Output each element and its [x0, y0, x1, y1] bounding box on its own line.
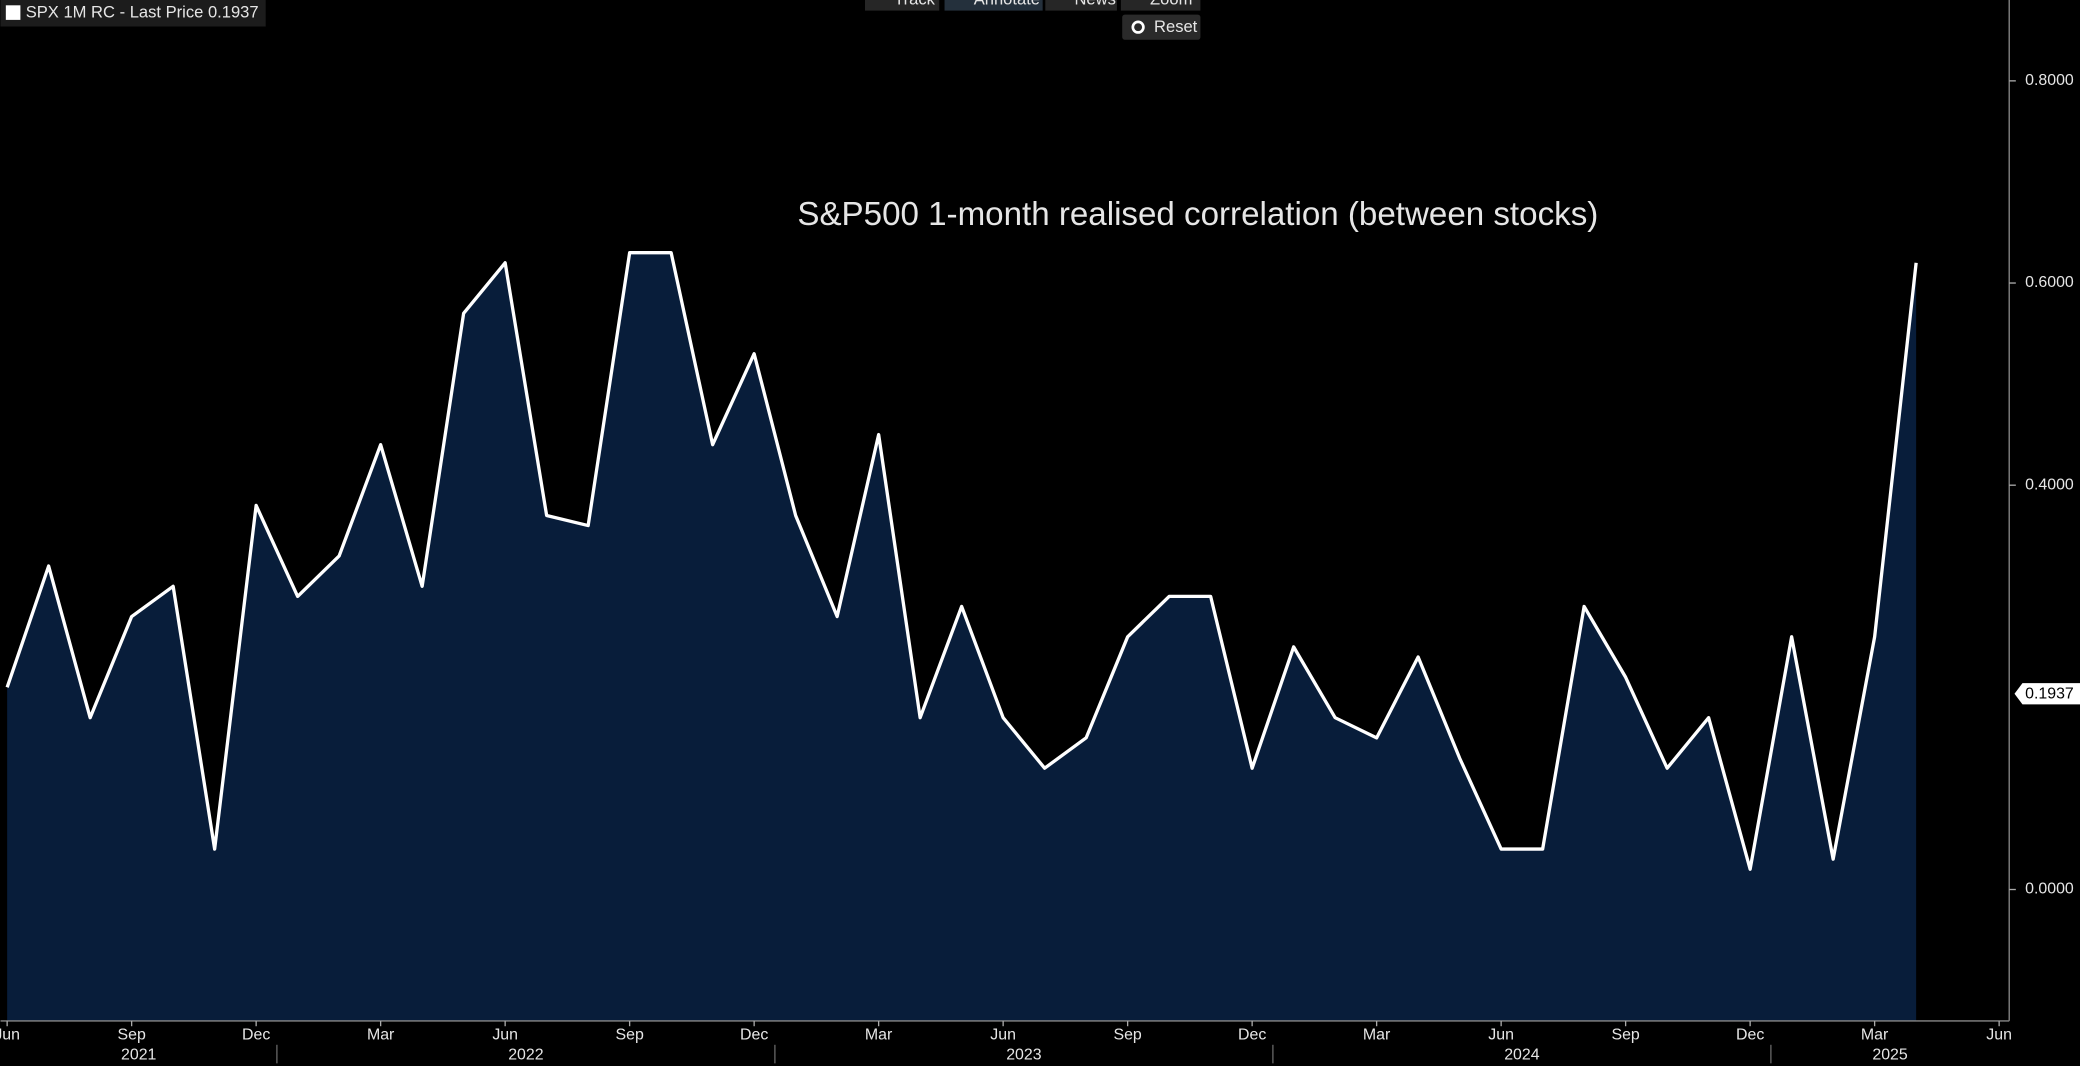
x-tick-label: Jun	[0, 1027, 20, 1044]
x-tick-label: Jun	[1488, 1027, 1514, 1044]
toolbar-label[interactable]: News	[1074, 0, 1115, 8]
x-tick-label: Dec	[1238, 1027, 1266, 1044]
legend-box	[0, 0, 266, 27]
reset-label[interactable]: Reset	[1154, 17, 1198, 36]
toolbar-label[interactable]: Zoom	[1150, 0, 1192, 8]
x-tick-label: Mar	[367, 1027, 395, 1044]
x-tick-label: Sep	[1113, 1027, 1141, 1044]
last-price-label: 0.1937	[2025, 686, 2074, 703]
x-tick-label: Sep	[615, 1027, 643, 1044]
toolbar-button[interactable]	[1045, 0, 1117, 11]
year-label: 2022	[508, 1047, 544, 1064]
toolbar-label[interactable]: Annotate	[974, 0, 1040, 8]
toolbar-button[interactable]	[864, 0, 940, 11]
y-tick-label: 0.0000	[2025, 881, 2074, 898]
x-tick-label: Mar	[865, 1027, 893, 1044]
x-tick-label: Jun	[492, 1027, 518, 1044]
x-tick-label: Mar	[1363, 1027, 1391, 1044]
year-label: 2024	[1504, 1047, 1540, 1064]
legend-swatch	[5, 5, 21, 20]
x-tick-label: Jun	[1986, 1027, 2012, 1044]
toolbar-label[interactable]: Track	[894, 0, 936, 8]
reset-button[interactable]	[1122, 14, 1201, 40]
x-tick-label: Dec	[740, 1027, 768, 1044]
year-label: 2023	[1006, 1047, 1042, 1064]
toolbar-button[interactable]	[944, 0, 1043, 11]
reset-icon	[1131, 20, 1145, 34]
y-tick-label: 0.6000	[2025, 274, 2074, 291]
y-tick-label: 0.4000	[2025, 476, 2074, 493]
x-tick-label: Mar	[1861, 1027, 1889, 1044]
line	[5, 251, 1918, 871]
year-label: 2021	[121, 1047, 157, 1064]
x-tick-label: Dec	[1736, 1027, 1764, 1044]
y-tick-label: 0.8000	[2025, 72, 2074, 89]
last-price-tag	[2014, 683, 2080, 705]
x-tick-label: Jun	[990, 1027, 1016, 1044]
toolbar-button[interactable]	[1120, 0, 1201, 11]
x-tick-label: Sep	[117, 1027, 145, 1044]
legend-label: SPX 1M RC - Last Price 0.1937	[26, 3, 259, 22]
year-label: 2025	[1872, 1047, 1908, 1064]
x-tick-label: Sep	[1611, 1027, 1639, 1044]
chart-title: S&P500 1-month realised correlation (bet…	[797, 196, 1598, 233]
x-tick-label: Dec	[242, 1027, 270, 1044]
area	[7, 252, 1917, 1021]
